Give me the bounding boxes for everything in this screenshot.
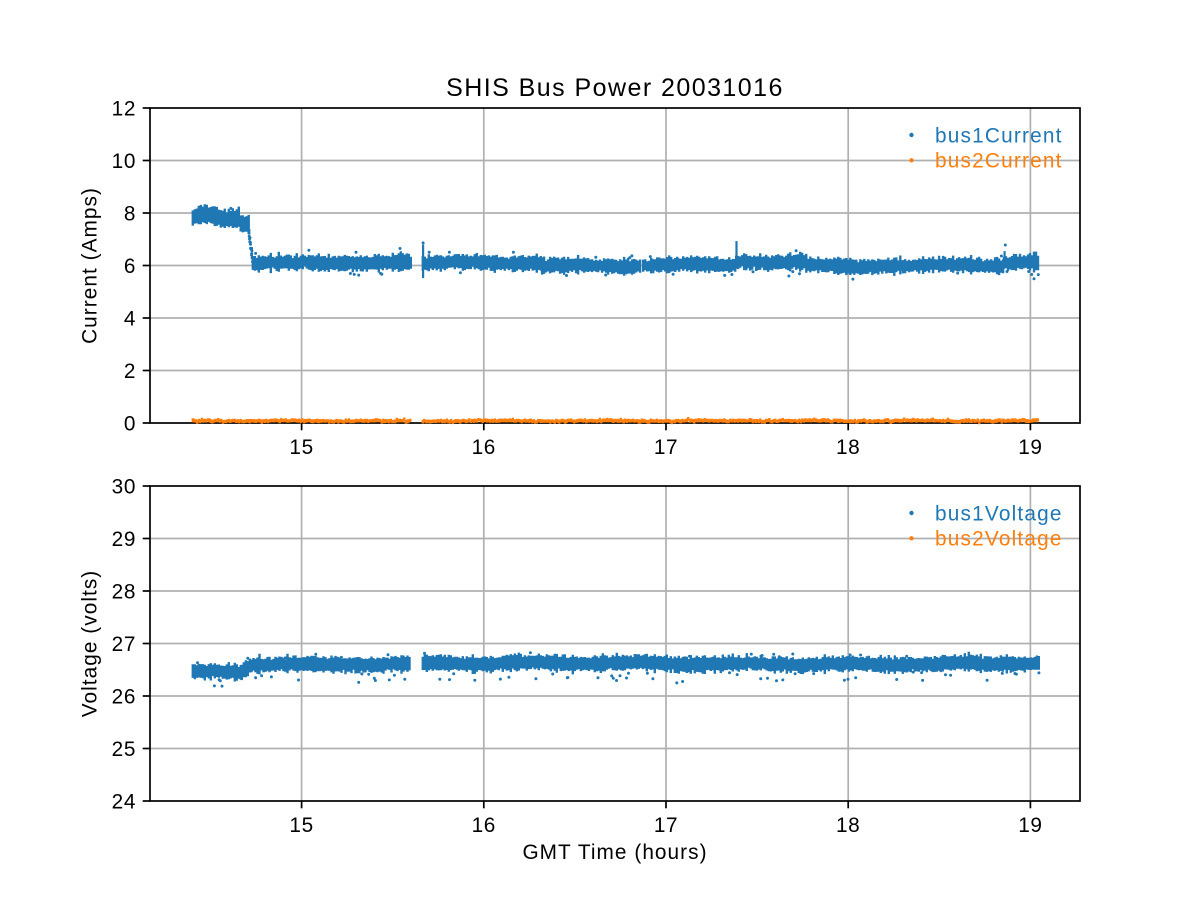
svg-text:19: 19 xyxy=(1018,814,1042,837)
svg-text:27: 27 xyxy=(112,633,136,656)
svg-text:bus1Voltage: bus1Voltage xyxy=(935,502,1063,525)
svg-text:0: 0 xyxy=(124,412,136,435)
svg-text:Current (Amps): Current (Amps) xyxy=(79,187,102,344)
svg-text:26: 26 xyxy=(112,685,136,708)
svg-text:6: 6 xyxy=(124,255,136,278)
svg-text:SHIS Bus Power 20031016: SHIS Bus Power 20031016 xyxy=(446,74,784,102)
svg-text:16: 16 xyxy=(472,436,496,459)
svg-text:18: 18 xyxy=(836,814,860,837)
svg-text:17: 17 xyxy=(654,814,678,837)
svg-text:30: 30 xyxy=(112,475,136,498)
svg-text:19: 19 xyxy=(1018,436,1042,459)
svg-text:GMT Time (hours): GMT Time (hours) xyxy=(522,841,707,864)
svg-text:28: 28 xyxy=(112,580,136,603)
svg-text:2: 2 xyxy=(124,360,136,383)
svg-text:10: 10 xyxy=(112,150,136,173)
svg-text:Voltage (volts): Voltage (volts) xyxy=(79,570,102,718)
svg-text:8: 8 xyxy=(124,202,136,225)
svg-text:16: 16 xyxy=(472,814,496,837)
svg-text:24: 24 xyxy=(112,790,136,813)
svg-text:25: 25 xyxy=(112,738,136,761)
svg-text:bus2Current: bus2Current xyxy=(935,150,1063,173)
svg-text:15: 15 xyxy=(289,436,313,459)
svg-text:17: 17 xyxy=(654,436,678,459)
svg-text:bus1Current: bus1Current xyxy=(935,124,1063,147)
svg-text:4: 4 xyxy=(124,307,136,330)
svg-text:15: 15 xyxy=(289,814,313,837)
svg-text:18: 18 xyxy=(836,436,860,459)
svg-text:bus2Voltage: bus2Voltage xyxy=(935,528,1063,551)
svg-text:12: 12 xyxy=(112,97,136,120)
svg-text:29: 29 xyxy=(112,528,136,551)
